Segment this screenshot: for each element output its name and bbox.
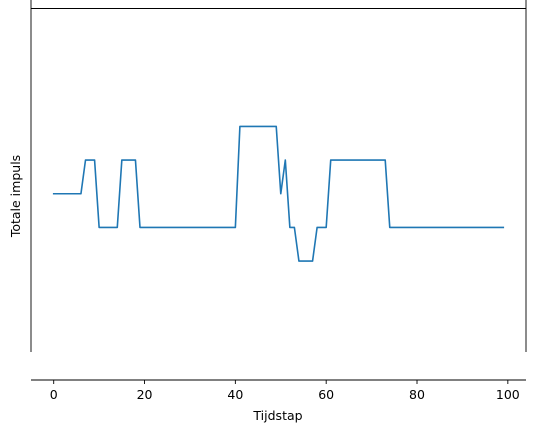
x-tick-label: 60 [318,387,334,402]
x-axis-ticks: 0 20 40 60 80 100 [50,380,520,402]
x-tick-label: 40 [227,387,243,402]
series-line [52,125,505,262]
x-tick-label: 100 [496,387,520,402]
x-tick-label: 20 [137,387,153,402]
x-axis-label: Tijdstap [252,408,302,423]
y-axis-label: Totale impuls [8,155,23,238]
x-tick-label: 0 [50,387,58,402]
x-tick-label: 80 [409,387,425,402]
